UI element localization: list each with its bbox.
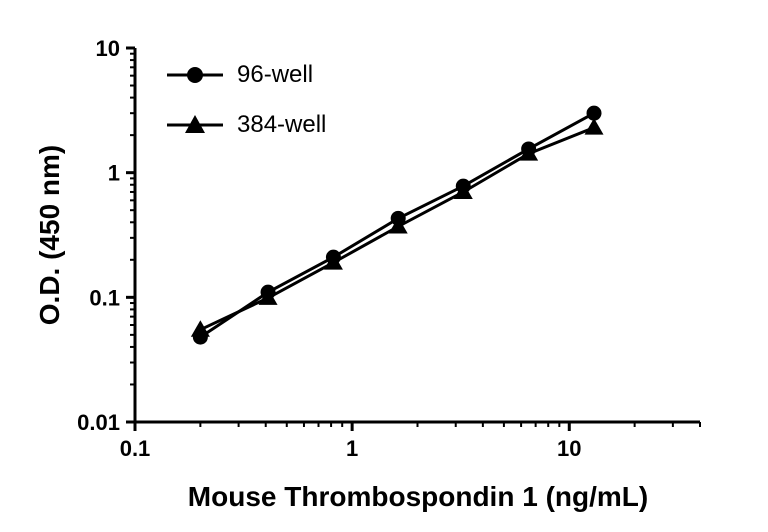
data-point-triangle (190, 320, 210, 337)
legend: 96-well 384-well (166, 58, 326, 142)
legend-item-384-well: 384-well (166, 108, 326, 142)
data-point-triangle (388, 216, 408, 234)
y-axis-title: O.D. (450 nm) (34, 144, 65, 326)
data-point-triangle (584, 118, 604, 135)
y-tick-label: 0.1 (89, 285, 120, 310)
x-axis-title: Mouse Thrombospondin 1 (ng/mL) (187, 481, 649, 512)
y-tick-label: 0.01 (77, 410, 120, 435)
legend-label-96-well: 96-well (237, 61, 314, 88)
data-point-triangle (519, 144, 539, 161)
y-tick-label: 1 (108, 161, 120, 186)
data-point-circle (586, 105, 602, 121)
x-tick-label: 10 (557, 436, 581, 461)
triangle-marker-icon (167, 115, 223, 133)
y-tick-label: 10 (96, 36, 120, 61)
legend-item-96-well: 96-well (166, 58, 326, 92)
x-tick-label: 0.1 (120, 436, 151, 461)
circle-marker-icon (167, 67, 223, 83)
data-point-triangle (323, 253, 343, 270)
legend-label-384-well: 384-well (237, 111, 327, 138)
data-point-triangle (453, 182, 473, 199)
data-point-triangle (258, 288, 278, 305)
x-tick-label: 1 (346, 436, 358, 461)
